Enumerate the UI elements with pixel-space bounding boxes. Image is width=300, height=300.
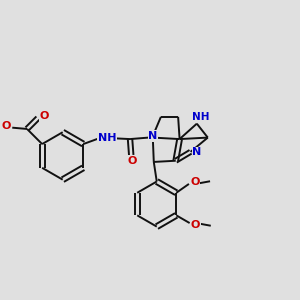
Text: O: O <box>39 111 49 121</box>
Text: NH: NH <box>192 112 209 122</box>
Text: N: N <box>193 147 202 158</box>
Text: O: O <box>190 177 200 187</box>
Text: O: O <box>191 220 200 230</box>
Text: N: N <box>148 131 158 141</box>
Text: O: O <box>2 122 11 131</box>
Text: NH: NH <box>98 133 116 142</box>
Text: O: O <box>127 156 136 166</box>
